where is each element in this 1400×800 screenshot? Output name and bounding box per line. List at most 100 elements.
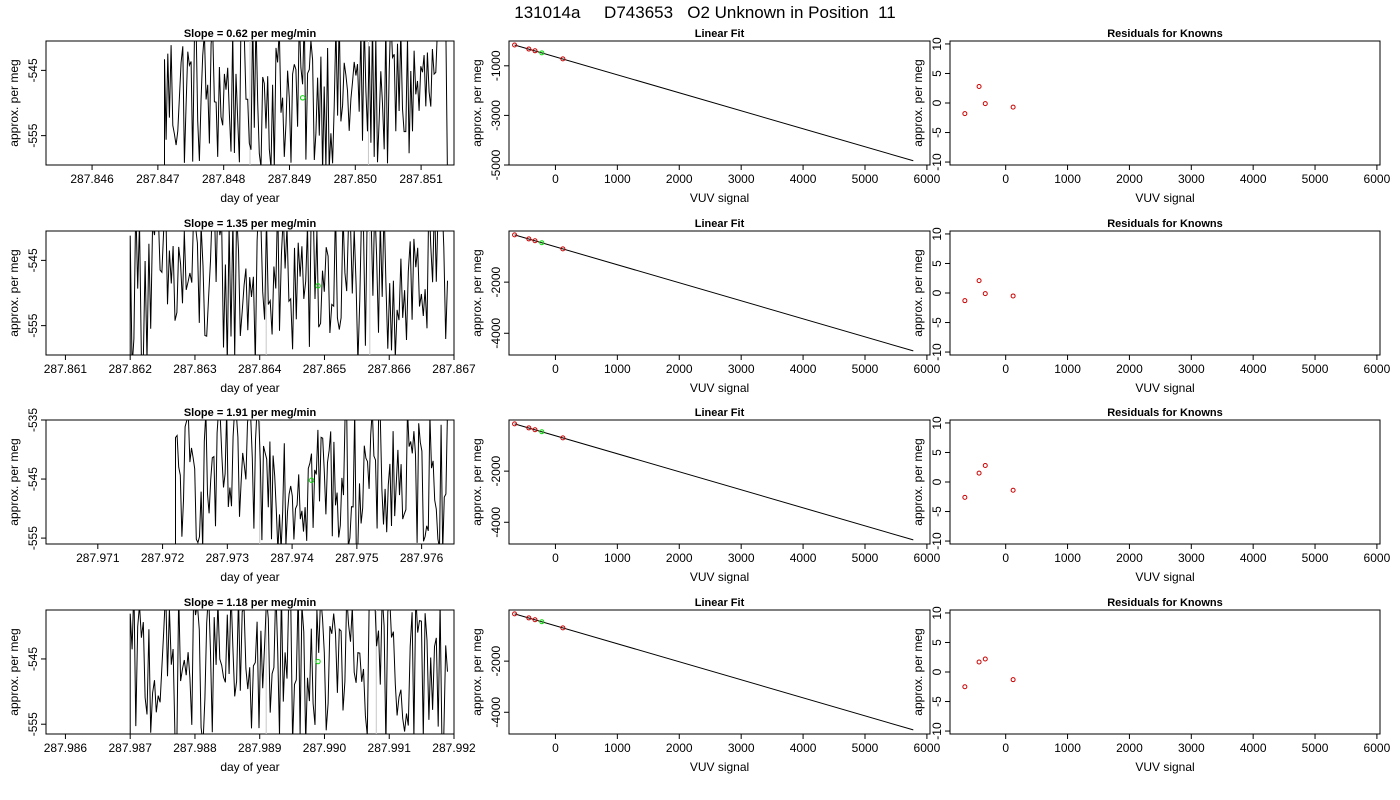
known-point [560,625,566,631]
fit-panel-row-3: Linear Fit 0 1000 2000 3000 4000 5000 6000 VUV s… [470,407,941,584]
time-panel-x-tick-label: 287.987 [108,741,152,755]
known-point [560,246,566,252]
known-point [526,236,532,242]
time-panel-y-axis: -545 -555 [26,58,46,148]
residual-panel-x-tick-label: 2000 [1116,741,1143,755]
fit-panel-y-tick-label: -5000 [489,149,503,180]
residual-panel-x-tick-label: 3000 [1178,551,1205,565]
time-panel-x-tick-label: 287.974 [270,551,314,565]
residual-panel-y-tick-label: -10 [930,343,944,361]
residual-panel-plot-box [949,230,1381,356]
time-panel-data [175,420,448,544]
known-point [532,617,538,623]
time-panel-x-axis: 287.846 287.847 287.848 287.849 287.850 287.8… [70,165,443,186]
time-panel-x-tick-label: 287.986 [44,741,88,755]
residual-panel-x-tick-label: 5000 [1302,362,1329,376]
residual-panel-y-label: approx. per meg [911,628,925,715]
residual-panel-title: Residuals for Knowns [1107,28,1223,40]
time-panel-x-tick-label: 287.861 [44,362,88,376]
residual-panel-y-tick-label: -5 [930,506,944,517]
residual-panel-x-tick-label: 6000 [1364,362,1391,376]
residual-panel-y-label: approx. per meg [911,249,925,336]
residual-panel-y-tick-label: 5 [930,70,944,77]
known-point [560,435,566,441]
residual-panel-x-axis: 0 1000 2000 3000 4000 5000 6000 [1002,165,1391,186]
residual-panel-y-axis: 10 5 0 -5 -10 [930,416,950,550]
time-panel-y-tick-label: -545 [26,58,40,82]
residual-panel-title: Residuals for Knowns [1107,597,1223,609]
time-panel-x-tick-label: 287.989 [238,741,282,755]
residual-panel-x-tick-label: 6000 [1364,551,1391,565]
residual-panel-x-tick-label: 0 [1002,362,1009,376]
fit-panel-x-axis: 0 1000 2000 3000 4000 5000 6000 [552,355,941,376]
time-panel-y-axis: -545 -555 [26,248,46,338]
time-panel-x-tick-label: 287.862 [108,362,152,376]
fit-panel-y-label: approx. per meg [470,59,484,146]
fit-panel-x-tick-label: 1000 [604,551,631,565]
fit-panel-x-tick-label: 2000 [666,172,693,186]
known-point [526,425,532,431]
time-panel-x-tick-label: 287.976 [400,551,444,565]
residual-panel-y-tick-label: 5 [930,639,944,646]
time-panel-plot-box [45,230,455,356]
time-panel-x-tick-label: 287.865 [303,362,347,376]
fit-panel-x-tick-label: 3000 [728,362,755,376]
residual-panel-x-tick-label: 2000 [1116,362,1143,376]
fit-panel-y-axis: -2000 -4000 [489,455,509,538]
time-panel-x-tick-label: 287.991 [368,741,412,755]
residual-point [1010,487,1016,493]
fit-panel-x-label: VUV signal [690,760,749,774]
known-point [526,46,532,52]
fit-panel-x-tick-label: 2000 [666,741,693,755]
residual-panel-y-tick-label: 10 [930,227,944,241]
residual-panel-x-axis: 0 1000 2000 3000 4000 5000 6000 [1002,734,1391,755]
time-panel-y-axis: -535 -545 -555 [26,408,46,550]
time-panel-x-label: day of year [220,760,279,774]
fit-panel-title: Linear Fit [695,218,745,230]
unknown-point [299,95,306,101]
residual-panel-x-tick-label: 5000 [1302,551,1329,565]
fit-panel-plot-box [508,419,931,545]
fit-panel-x-tick-label: 4000 [790,741,817,755]
residual-point [1010,104,1016,110]
fit-panel-y-label: approx. per meg [470,249,484,336]
time-panel-x-tick-label: 287.973 [206,551,250,565]
fit-panel-y-axis: -2000 -4000 [489,645,509,728]
residual-panel-y-tick-label: -10 [930,722,944,740]
fit-panel-x-tick-label: 3000 [728,741,755,755]
residual-panel-x-tick-label: 4000 [1240,551,1267,565]
residual-panel-x-tick-label: 2000 [1116,551,1143,565]
unknown-point [539,619,545,625]
time-panel-x-tick-label: 287.971 [76,551,120,565]
residual-panel-x-label: VUV signal [1135,381,1194,395]
fit-panel-x-label: VUV signal [690,570,749,584]
residual-panel-y-tick-label: 5 [930,449,944,456]
known-point [532,427,538,433]
residual-panel-x-tick-label: 1000 [1054,172,1081,186]
fit-panel-row-1: Linear Fit 0 1000 2000 3000 4000 5000 6000 VUV s… [470,28,941,205]
time-panel-y-tick-label: -545 [26,248,40,272]
time-panel-x-label: day of year [220,570,279,584]
fit-panel-row-4: Linear Fit 0 1000 2000 3000 4000 5000 6000 VUV s… [470,597,941,774]
time-panel-y-tick-label: -545 [26,467,40,491]
time-panel-x-axis: 287.986 287.987 287.988 287.989 287.990 287.9… [44,734,476,755]
time-panel-x-axis: 287.861 287.862 287.863 287.864 287.865 287.8… [44,355,476,376]
fit-panel-x-tick-label: 1000 [604,362,631,376]
residual-panel-x-tick-label: 0 [1002,172,1009,186]
time-panel-x-tick-label: 287.864 [238,362,282,376]
fit-panel-y-label: approx. per meg [470,438,484,525]
fit-panel-x-tick-label: 3000 [728,172,755,186]
fit-panel-x-tick-label: 5000 [852,551,879,565]
fit-panel-x-tick-label: 0 [552,172,559,186]
time-panel-x-tick-label: 287.990 [303,741,347,755]
residual-panel-x-tick-label: 2000 [1116,172,1143,186]
time-panel-x-tick-label: 287.975 [335,551,379,565]
residual-panel-plot-box [949,40,1381,166]
residual-point [982,101,988,107]
residual-point [976,470,982,476]
known-point [532,238,538,244]
fit-panel-x-tick-label: 0 [552,362,559,376]
residual-panel-x-tick-label: 4000 [1240,172,1267,186]
